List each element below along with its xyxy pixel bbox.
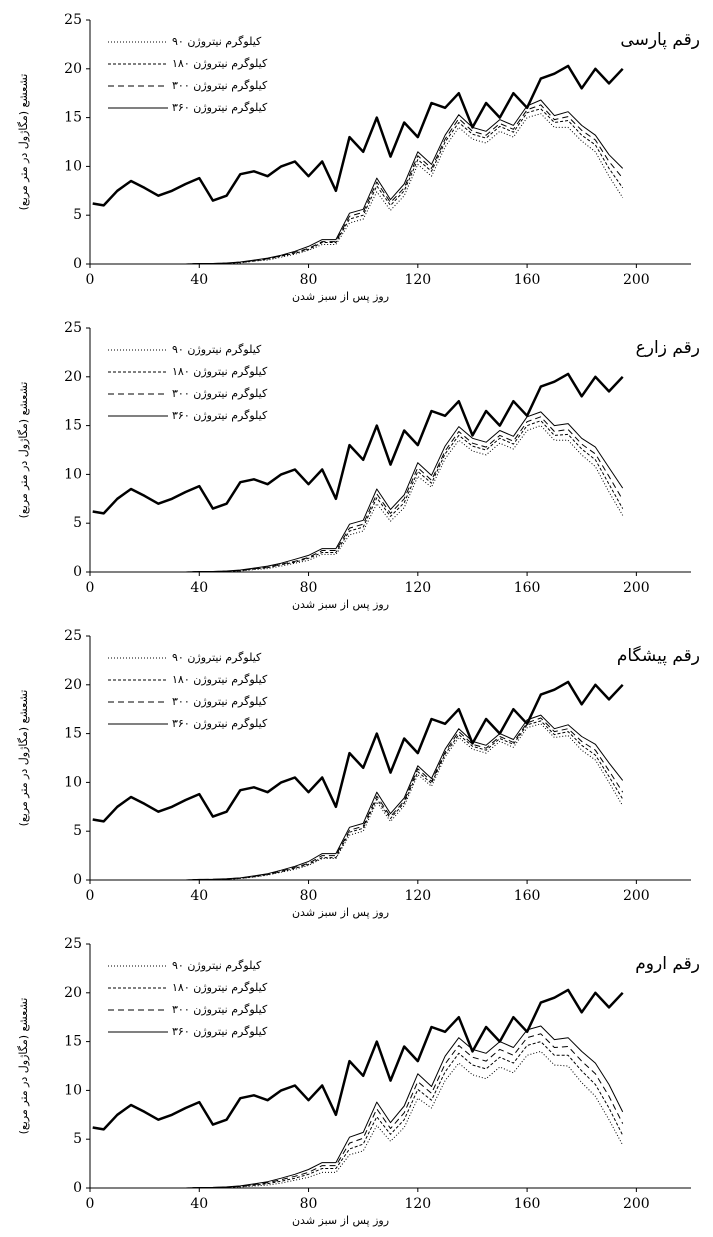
legend-label: ۳۰۰ کیلوگرم نیتروژن <box>172 387 268 400</box>
y-axis-label: تشعشع (مگاژول در متر مربع) <box>17 690 30 827</box>
x-tick-label: 120 <box>404 580 431 596</box>
y-tick-label: 15 <box>64 726 82 742</box>
series-line <box>92 411 624 573</box>
y-tick-label: 20 <box>64 985 82 1001</box>
y-tick-label: 0 <box>73 564 82 580</box>
x-tick-label: 80 <box>300 1196 318 1212</box>
series-line <box>92 680 624 823</box>
y-tick-label: 10 <box>64 1082 82 1098</box>
y-tick-label: 25 <box>64 936 82 952</box>
legend-label: ۳۶۰ کیلوگرم نیتروژن <box>172 101 268 114</box>
y-tick-label: 15 <box>64 110 82 126</box>
legend-label: ۳۰۰ کیلوگرم نیتروژن <box>172 1003 268 1016</box>
x-tick-label: 80 <box>300 888 318 904</box>
x-tick-label: 200 <box>623 272 650 288</box>
x-axis-label: روز پس از سبز شدن <box>292 906 389 919</box>
y-tick-label: 15 <box>64 418 82 434</box>
y-tick-label: 5 <box>73 207 82 223</box>
y-tick-label: 0 <box>73 256 82 272</box>
legend-label: ۳۶۰ کیلوگرم نیتروژن <box>172 409 268 422</box>
y-tick-label: 10 <box>64 466 82 482</box>
y-tick-label: 10 <box>64 158 82 174</box>
x-tick-label: 40 <box>190 580 208 596</box>
series-line <box>92 416 624 573</box>
series-line <box>92 99 624 265</box>
x-tick-label: 0 <box>86 580 95 596</box>
x-tick-label: 160 <box>514 888 541 904</box>
y-tick-label: 10 <box>64 774 82 790</box>
series-line <box>92 714 624 881</box>
legend-label: ۳۰۰ کیلوگرم نیتروژن <box>172 79 268 92</box>
y-tick-label: 0 <box>73 872 82 888</box>
legend-label: ۱۸۰ کیلوگرم نیتروژن <box>172 981 268 994</box>
chart-title: رقم زارع <box>636 338 700 358</box>
y-axis-label: تشعشع (مگاژول در متر مربع) <box>17 382 30 519</box>
y-tick-label: 25 <box>64 320 82 336</box>
x-axis-label: روز پس از سبز شدن <box>292 1214 389 1227</box>
x-axis-label: روز پس از سبز شدن <box>292 290 389 303</box>
x-tick-label: 200 <box>623 1196 650 1212</box>
legend-label: ۹۰ کیلوگرم نیتروژن <box>172 959 262 972</box>
series-line <box>92 108 624 265</box>
series-line <box>92 717 624 881</box>
y-tick-label: 25 <box>64 628 82 644</box>
x-tick-label: 160 <box>514 1196 541 1212</box>
x-tick-label: 40 <box>190 1196 208 1212</box>
series-line <box>92 113 624 265</box>
y-tick-label: 25 <box>64 12 82 28</box>
y-tick-label: 15 <box>64 1034 82 1050</box>
x-tick-label: 40 <box>190 888 208 904</box>
series-line <box>92 1050 624 1189</box>
x-tick-label: 40 <box>190 272 208 288</box>
chart-title: رقم پیشگام <box>617 645 700 666</box>
series-line <box>92 425 624 573</box>
series-line <box>92 420 624 573</box>
x-tick-label: 0 <box>86 888 95 904</box>
x-tick-label: 160 <box>514 580 541 596</box>
legend-label: ۱۸۰ کیلوگرم نیتروژن <box>172 57 268 70</box>
y-tick-label: 20 <box>64 369 82 385</box>
x-tick-label: 120 <box>404 1196 431 1212</box>
x-tick-label: 0 <box>86 1196 95 1212</box>
y-axis-label: تشعشع (مگاژول در متر مربع) <box>17 998 30 1135</box>
y-axis-label: تشعشع (مگاژول در متر مربع) <box>17 74 30 211</box>
legend-label: ۱۸۰ کیلوگرم نیتروژن <box>172 673 268 686</box>
legend-label: ۱۸۰ کیلوگرم نیتروژن <box>172 365 268 378</box>
series-line <box>92 988 624 1131</box>
legend-label: ۳۰۰ کیلوگرم نیتروژن <box>172 695 268 708</box>
y-tick-label: 20 <box>64 677 82 693</box>
series-line <box>92 1025 624 1189</box>
series-line <box>92 720 624 881</box>
legend-label: ۹۰ کیلوگرم نیتروژن <box>172 35 262 48</box>
x-tick-label: 120 <box>404 888 431 904</box>
legend-label: ۹۰ کیلوگرم نیتروژن <box>172 343 262 356</box>
x-axis-label: روز پس از سبز شدن <box>292 598 389 611</box>
legend-label: ۹۰ کیلوگرم نیتروژن <box>172 651 262 664</box>
y-tick-label: 5 <box>73 823 82 839</box>
series-line <box>92 1033 624 1189</box>
legend-label: ۳۶۰ کیلوگرم نیتروژن <box>172 717 268 730</box>
x-tick-label: 160 <box>514 272 541 288</box>
x-tick-label: 0 <box>86 272 95 288</box>
series-line <box>92 104 624 265</box>
x-tick-label: 80 <box>300 580 318 596</box>
y-tick-label: 5 <box>73 1131 82 1147</box>
y-tick-label: 20 <box>64 61 82 77</box>
legend-label: ۳۶۰ کیلوگرم نیتروژن <box>172 1025 268 1038</box>
series-line <box>92 64 624 207</box>
x-tick-label: 120 <box>404 272 431 288</box>
y-tick-label: 0 <box>73 1180 82 1196</box>
chart-title: رقم پارسی <box>620 30 700 50</box>
series-line <box>92 372 624 515</box>
x-tick-label: 80 <box>300 272 318 288</box>
x-tick-label: 200 <box>623 888 650 904</box>
y-tick-label: 5 <box>73 515 82 531</box>
chart-title: رقم اروم <box>635 954 700 974</box>
series-line <box>92 723 624 881</box>
x-tick-label: 200 <box>623 580 650 596</box>
